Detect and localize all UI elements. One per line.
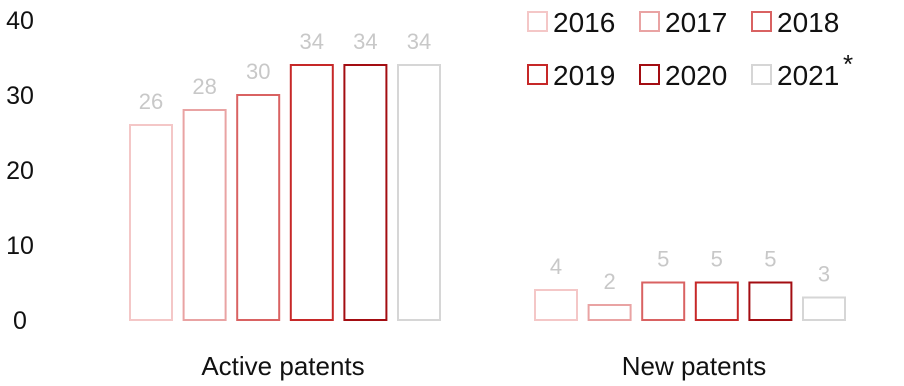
y-tick-label: 30 bbox=[6, 82, 34, 110]
legend-label: 2017 bbox=[665, 7, 727, 38]
legend: 2016 2017 2018 2019 2020 2021 * bbox=[527, 7, 853, 91]
legend-swatch bbox=[527, 64, 548, 85]
bars bbox=[129, 64, 846, 321]
y-tick-label: 10 bbox=[6, 232, 34, 260]
legend-swatch bbox=[639, 11, 660, 32]
data-label: 3 bbox=[818, 262, 830, 287]
bar bbox=[343, 64, 388, 321]
value-labels: 26 28 30 34 34 34 4 2 5 5 5 3 bbox=[139, 29, 830, 294]
data-label: 30 bbox=[246, 59, 270, 84]
bar bbox=[748, 281, 793, 321]
legend-label: 2021 bbox=[777, 60, 839, 91]
data-label: 2 bbox=[603, 269, 615, 294]
bar bbox=[129, 124, 173, 321]
data-label: 26 bbox=[139, 89, 163, 114]
legend-label: 2019 bbox=[553, 60, 615, 91]
y-tick-label: 0 bbox=[13, 307, 27, 335]
legend-label: 2020 bbox=[665, 60, 727, 91]
category-label: New patents bbox=[622, 351, 767, 381]
bar bbox=[587, 304, 632, 321]
legend-swatch bbox=[751, 64, 772, 85]
bar bbox=[802, 296, 846, 321]
legend-footnote-marker: * bbox=[843, 49, 853, 79]
legend-label: 2018 bbox=[777, 7, 839, 38]
y-axis-ticks: 0 10 20 30 40 bbox=[6, 7, 34, 335]
bar bbox=[289, 64, 334, 321]
data-label: 34 bbox=[353, 29, 377, 54]
data-label: 28 bbox=[192, 74, 216, 99]
bar bbox=[641, 281, 686, 321]
category-labels: Active patents New patents bbox=[201, 351, 766, 381]
y-tick-label: 40 bbox=[6, 7, 34, 35]
bar bbox=[182, 109, 227, 321]
legend-swatch bbox=[527, 11, 548, 32]
data-label: 34 bbox=[300, 29, 324, 54]
bar bbox=[694, 281, 739, 321]
category-label: Active patents bbox=[201, 351, 364, 381]
bar bbox=[534, 289, 578, 321]
data-label: 34 bbox=[407, 29, 431, 54]
bar bbox=[397, 64, 441, 321]
data-label: 4 bbox=[550, 254, 562, 279]
legend-swatch bbox=[639, 64, 660, 85]
legend-label: 2016 bbox=[553, 7, 615, 38]
data-label: 5 bbox=[711, 247, 723, 272]
legend-swatch bbox=[751, 11, 772, 32]
data-label: 5 bbox=[657, 247, 669, 272]
data-label: 5 bbox=[764, 247, 776, 272]
y-tick-label: 20 bbox=[6, 157, 34, 185]
bar bbox=[236, 94, 281, 321]
